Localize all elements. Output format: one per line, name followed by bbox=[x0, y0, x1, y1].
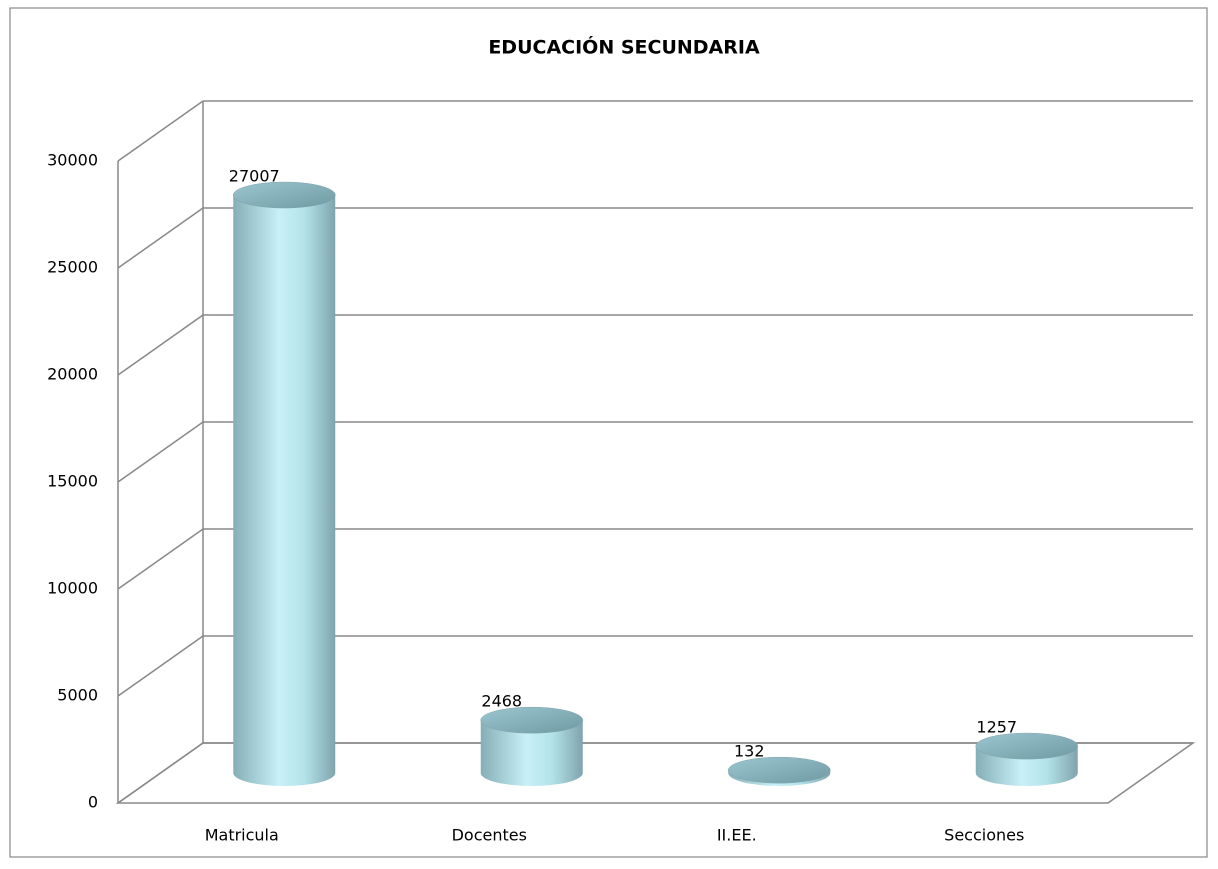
cylinder-top bbox=[975, 732, 1078, 760]
grid-diagonal bbox=[117, 314, 204, 376]
y-tick-label: 20000 bbox=[47, 365, 98, 384]
x-tick-label: II.EE. bbox=[717, 826, 757, 845]
grid-diagonal bbox=[117, 528, 204, 590]
y-tick-label: 10000 bbox=[47, 579, 98, 598]
chart-title: EDUCACIÓN SECUNDARIA bbox=[488, 35, 760, 59]
y-tick-label: 0 bbox=[88, 793, 98, 812]
y-tick-label: 15000 bbox=[47, 472, 98, 491]
cylinder-top bbox=[728, 756, 831, 784]
x-tick-label: Docentes bbox=[452, 826, 527, 845]
grid-diagonal bbox=[117, 421, 204, 483]
cylinder bbox=[233, 195, 336, 787]
x-tick-label: Matricula bbox=[205, 826, 279, 845]
data-label: 132 bbox=[734, 742, 765, 761]
grid-diagonal bbox=[117, 635, 204, 697]
grid-diagonal bbox=[117, 207, 204, 269]
data-label: 2468 bbox=[481, 692, 522, 711]
chart-border bbox=[9, 7, 1208, 858]
cylinder bbox=[480, 720, 583, 786]
data-label: 1257 bbox=[976, 718, 1017, 737]
grid-diagonal bbox=[117, 742, 204, 804]
x-tick-label: Secciones bbox=[944, 826, 1024, 845]
y-tick-label: 5000 bbox=[57, 686, 98, 705]
y-tick-label: 25000 bbox=[47, 258, 98, 277]
y-tick-label: 30000 bbox=[47, 151, 98, 170]
grid-diagonal bbox=[117, 100, 204, 162]
data-label: 27007 bbox=[229, 167, 280, 186]
cylinder-top bbox=[233, 181, 336, 209]
cylinder-top bbox=[480, 706, 583, 734]
